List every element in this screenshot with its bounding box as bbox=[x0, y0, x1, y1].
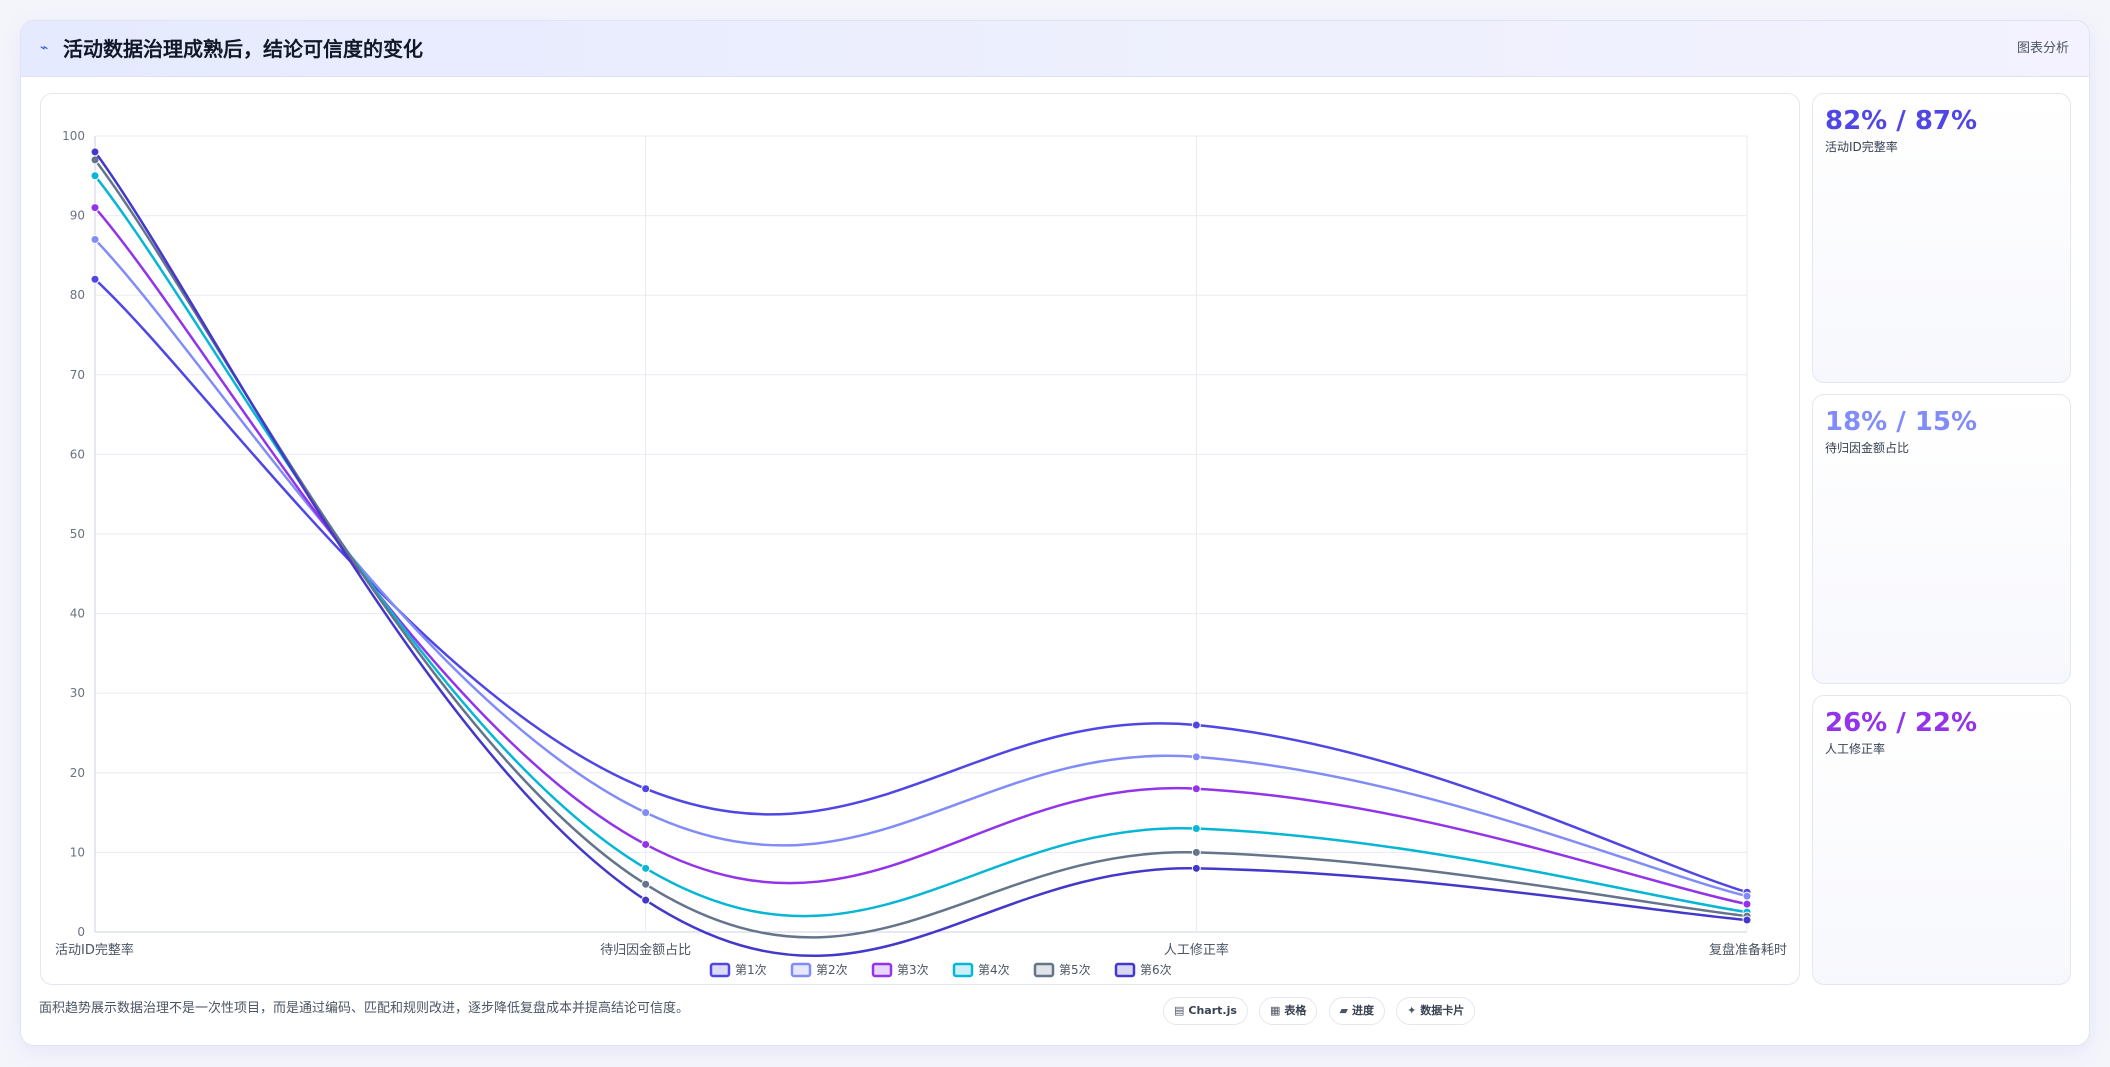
table-icon: ▦ bbox=[1270, 1004, 1281, 1017]
y-tick-label: 80 bbox=[70, 288, 85, 302]
y-tick-label: 0 bbox=[77, 925, 85, 939]
data-point bbox=[1742, 915, 1752, 925]
pill-table[interactable]: ▦ 表格 bbox=[1259, 997, 1318, 1025]
stat-card-2: 18% / 15% 待归因金额占比 bbox=[1812, 394, 2071, 684]
data-point bbox=[1191, 863, 1201, 873]
y-tick-label: 100 bbox=[62, 129, 85, 143]
legend-swatch bbox=[709, 962, 731, 978]
legend-swatch bbox=[1114, 962, 1136, 978]
data-point bbox=[1191, 720, 1201, 730]
progress-icon: ▰ bbox=[1339, 1004, 1348, 1017]
pill-data-card[interactable]: ✦ 数据卡片 bbox=[1396, 997, 1476, 1025]
legend-label: 第5次 bbox=[1059, 963, 1091, 977]
legend-label: 第2次 bbox=[816, 963, 848, 977]
series-line-6 bbox=[93, 151, 1748, 958]
data-point bbox=[641, 895, 651, 905]
x-tick-label: 人工修正率 bbox=[1164, 942, 1229, 958]
chart-card: ⌁ 活动数据治理成熟后，结论可信度的变化 图表分析 0 10 20 30 40 50 60 7… bbox=[20, 20, 2090, 1046]
series-line-1 bbox=[94, 278, 1748, 894]
chart-analysis-link[interactable]: 图表分析 bbox=[2016, 41, 2069, 56]
y-tick-label: 70 bbox=[70, 368, 85, 382]
pill-label: 数据卡片 bbox=[1420, 1004, 1465, 1017]
legend-label: 第1次 bbox=[735, 963, 767, 977]
data-point bbox=[641, 808, 651, 818]
pill-progress[interactable]: ▰ 进度 bbox=[1328, 997, 1385, 1025]
y-tick-label: 40 bbox=[70, 607, 85, 621]
stat-value: 26% / 22% bbox=[1825, 708, 1978, 738]
data-point bbox=[90, 147, 100, 157]
card-header: ⌁ 活动数据治理成熟后，结论可信度的变化 图表分析 bbox=[21, 21, 2089, 77]
y-tick-label: 50 bbox=[70, 527, 85, 541]
chart-panel: 0 10 20 30 40 50 60 70 80 90 100 活动ID完整率 待归因金额占比 人工修正… bbox=[40, 93, 1800, 985]
pill-label: Chart.js bbox=[1188, 1004, 1237, 1017]
x-tick-label: 活动ID完整率 bbox=[55, 942, 134, 958]
legend-swatch bbox=[790, 962, 812, 978]
data-card-icon: ✦ bbox=[1407, 1004, 1417, 1017]
x-tick-label: 复盘准备耗时 bbox=[1709, 942, 1787, 958]
y-tick-label: 60 bbox=[70, 447, 85, 461]
data-point bbox=[1191, 847, 1201, 857]
legend-swatch bbox=[871, 962, 893, 978]
stat-value: 82% / 87% bbox=[1825, 106, 1978, 136]
pill-label: 表格 bbox=[1284, 1004, 1307, 1017]
tag-pills: ▤ Chart.js ▦ 表格 ▰ 进度 ✦ 数据卡片 bbox=[1163, 997, 1481, 1025]
legend-swatch bbox=[1033, 962, 1055, 978]
legend-label: 第3次 bbox=[897, 963, 929, 977]
y-tick-label: 30 bbox=[70, 686, 85, 700]
stat-value: 18% / 15% bbox=[1825, 407, 1978, 437]
data-point bbox=[1191, 784, 1201, 794]
y-tick-label: 10 bbox=[70, 845, 85, 859]
page-title: 活动数据治理成熟后，结论可信度的变化 bbox=[63, 37, 423, 61]
stat-card-3: 26% / 22% 人工修正率 bbox=[1812, 695, 2071, 985]
y-tick-label: 20 bbox=[70, 766, 85, 780]
legend-label: 第6次 bbox=[1140, 963, 1172, 977]
data-point bbox=[641, 863, 651, 873]
data-point bbox=[90, 171, 100, 181]
chart-footnote: 面积趋势展示数据治理不是一次性项目，而是通过编码、匹配和规则改进，逐步降低复盘成… bbox=[39, 1001, 690, 1016]
stat-label: 活动ID完整率 bbox=[1825, 140, 1898, 154]
line-chart: 0 10 20 30 40 50 60 70 80 90 100 活动ID完整率 待归因金额占比 人工修正… bbox=[55, 129, 1787, 978]
data-point bbox=[641, 784, 651, 794]
stat-card-1: 82% / 87% 活动ID完整率 bbox=[1812, 93, 2071, 383]
data-point bbox=[90, 274, 100, 284]
data-point bbox=[641, 839, 651, 849]
pill-label: 进度 bbox=[1351, 1004, 1374, 1017]
data-point bbox=[1191, 824, 1201, 834]
data-point bbox=[641, 879, 651, 889]
legend-label: 第4次 bbox=[978, 963, 1010, 977]
stat-label: 人工修正率 bbox=[1825, 742, 1886, 756]
chart-icon: ▤ bbox=[1174, 1004, 1185, 1017]
data-point bbox=[1742, 899, 1752, 909]
trend-line-icon: ⌁ bbox=[40, 40, 49, 56]
data-point bbox=[90, 234, 100, 244]
data-point bbox=[1191, 752, 1201, 762]
y-tick-label: 90 bbox=[70, 209, 85, 223]
series-line-3 bbox=[94, 206, 1748, 906]
x-tick-label: 待归因金额占比 bbox=[600, 942, 691, 958]
data-point bbox=[90, 203, 100, 213]
stat-label: 待归因金额占比 bbox=[1825, 441, 1910, 455]
pill-chartjs[interactable]: ▤ Chart.js bbox=[1163, 997, 1248, 1025]
legend-swatch bbox=[952, 962, 974, 978]
data-point bbox=[1742, 891, 1752, 901]
series-line-2 bbox=[94, 238, 1748, 898]
